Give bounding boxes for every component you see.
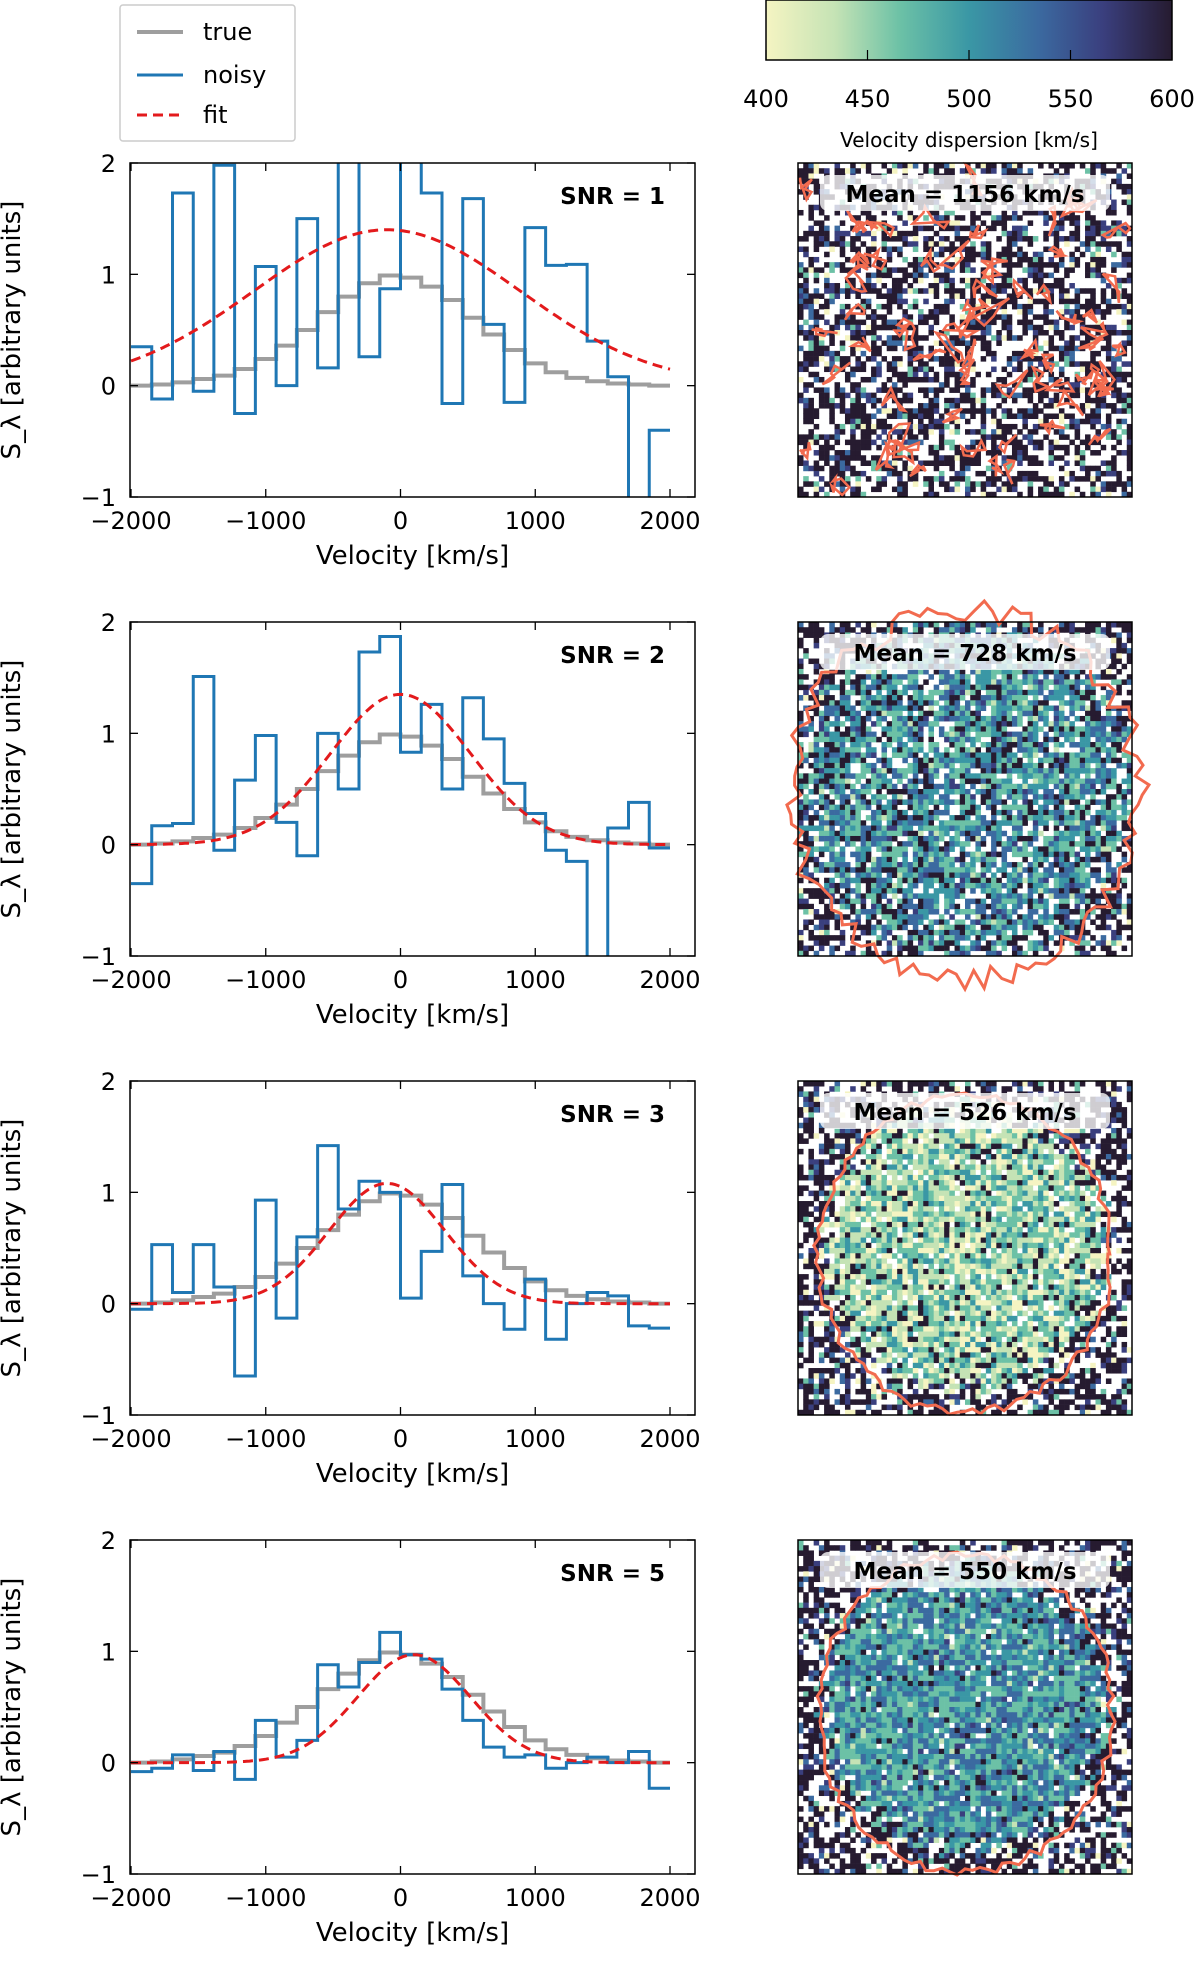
dispersion-map-snr1: Mean = 1156 km/s: [797, 161, 1133, 498]
x-axis-label: Velocity [km/s]: [316, 1918, 509, 1948]
fit-curve-line: [131, 1653, 670, 1765]
y-tick-label: 2: [101, 1068, 116, 1096]
map-frame: [797, 1080, 1133, 1416]
y-axis-label: S_λ [arbitrary units]: [0, 201, 27, 460]
fit-curve-line: [131, 692, 670, 847]
noisy-spectrum-line: [131, 1144, 670, 1378]
mean-dispersion-label: Mean = 550 km/s: [853, 1559, 1076, 1585]
x-tick-label: 0: [393, 1425, 408, 1453]
x-tick-label: 1000: [505, 1884, 566, 1912]
x-tick-label: −2000: [90, 1425, 171, 1453]
x-tick-label: 1000: [505, 507, 566, 535]
x-tick-label: 2000: [639, 966, 700, 994]
x-tick-label: −1000: [225, 507, 306, 535]
dispersion-map-snr3: Mean = 526 km/s: [797, 1080, 1133, 1416]
axes-frame: [129, 621, 696, 957]
true-spectrum-line: [131, 1650, 670, 1765]
snr-label: SNR = 1: [560, 184, 665, 210]
fit-curve-line: [130, 228, 671, 371]
map-pixels: [798, 1540, 1133, 1875]
x-tick-label: 2000: [639, 507, 700, 535]
spectrum-panel-snr5: −2000 −1000 0 1000 2000 −1 0 1 2 Velocity [km/s] S…: [0, 1527, 701, 1948]
mean-dispersion-label: Mean = 1156 km/s: [845, 182, 1084, 208]
y-tick-label: 1: [101, 1179, 116, 1207]
legend-label-noisy: noisy: [203, 61, 266, 89]
y-tick-label: 2: [101, 609, 116, 637]
y-tick-label: 1: [101, 1638, 116, 1666]
legend-label-true: true: [203, 18, 252, 46]
colorbar-tick-label: 600: [1149, 85, 1195, 113]
axes-frame: [129, 1539, 696, 1875]
y-tick-label: 1: [101, 261, 116, 289]
colorbar-tick-label: 550: [1048, 85, 1094, 113]
x-tick-label: −2000: [90, 1884, 171, 1912]
y-tick-label: 0: [101, 1291, 116, 1319]
map-frame: [797, 1539, 1133, 1875]
x-tick-label: 1000: [505, 966, 566, 994]
x-axis-label: Velocity [km/s]: [316, 1459, 509, 1489]
dispersion-map-snr2: Mean = 728 km/s: [785, 598, 1152, 993]
colorbar-tick-label: 450: [845, 85, 891, 113]
snr-label: SNR = 3: [560, 1102, 665, 1128]
y-tick-label: 2: [101, 150, 116, 178]
colorbar-tick-label: 400: [743, 85, 789, 113]
legend: true noisy fit: [119, 4, 296, 142]
x-tick-label: 2000: [639, 1884, 700, 1912]
map-frame: [797, 621, 1133, 957]
y-tick-label: −1: [81, 943, 116, 971]
y-axis-label: S_λ [arbitrary units]: [0, 1119, 27, 1378]
x-tick-label: −2000: [90, 507, 171, 535]
x-axis-label: Velocity [km/s]: [316, 1000, 509, 1030]
x-tick-label: 1000: [505, 1425, 566, 1453]
mean-dispersion-label: Mean = 728 km/s: [853, 641, 1076, 667]
spectrum-panel-snr2: −2000 −1000 0 1000 2000 −1 0 1 2 Velocity [km/s] S…: [0, 609, 701, 1030]
y-tick-label: −1: [81, 1861, 116, 1889]
x-tick-label: −1000: [225, 966, 306, 994]
noisy-spectrum-line: [131, 1630, 670, 1790]
y-axis-label: S_λ [arbitrary units]: [0, 660, 27, 919]
x-tick-label: 2000: [639, 1425, 700, 1453]
legend-label-fit: fit: [203, 101, 228, 129]
mean-dispersion-label: Mean = 526 km/s: [853, 1100, 1076, 1126]
x-tick-label: −1000: [225, 1425, 306, 1453]
axes-frame: [129, 162, 696, 498]
colorbar-label: Velocity dispersion [km/s]: [840, 128, 1098, 152]
y-axis-label: S_λ [arbitrary units]: [0, 1578, 27, 1837]
x-tick-label: 0: [393, 507, 408, 535]
fit-curve-line: [131, 1181, 670, 1306]
spectrum-panel-snr3: −2000 −1000 0 1000 2000 −1 0 1 2 Velocity [km/s] S…: [0, 1068, 701, 1489]
spectrum-panel-snr1: −2000 −1000 0 1000 2000 −1 0 1 2 Velocity [km/s] S…: [0, 150, 701, 571]
noisy-spectrum-line: [131, 163, 670, 497]
dispersion-map-snr5: Mean = 550 km/s: [797, 1539, 1133, 1877]
axes-frame: [129, 1080, 696, 1416]
y-tick-label: 0: [101, 1750, 116, 1778]
y-tick-label: 1: [101, 720, 116, 748]
y-tick-label: 0: [101, 832, 116, 860]
colorbar: 400 450 500 550 600 Velocity dispersion [km/…: [743, 0, 1195, 152]
map-frame: [797, 162, 1133, 498]
snr-label: SNR = 5: [560, 1561, 665, 1587]
y-tick-label: 0: [101, 373, 116, 401]
y-tick-label: −1: [81, 484, 116, 512]
true-spectrum-line: [131, 273, 670, 388]
x-tick-label: 0: [393, 966, 408, 994]
x-tick-label: −2000: [90, 966, 171, 994]
x-tick-label: −1000: [225, 1884, 306, 1912]
noisy-spectrum-line: [131, 634, 670, 956]
colorbar-tick-label: 500: [946, 85, 992, 113]
y-tick-label: −1: [81, 1402, 116, 1430]
x-axis-label: Velocity [km/s]: [316, 541, 509, 571]
x-tick-label: 0: [393, 1884, 408, 1912]
snr-label: SNR = 2: [560, 643, 665, 669]
contour-line: [785, 598, 1152, 993]
y-tick-label: 2: [101, 1527, 116, 1555]
